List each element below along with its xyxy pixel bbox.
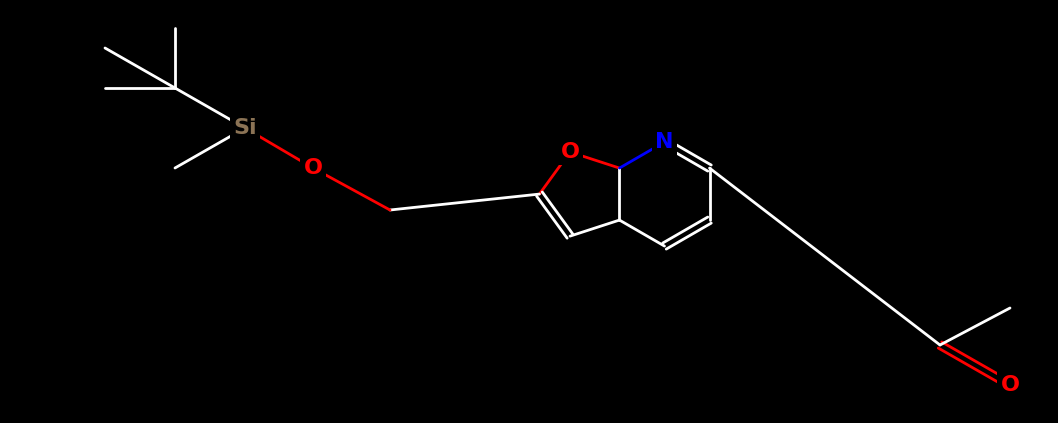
Text: Si: Si: [233, 118, 257, 138]
Text: O: O: [1001, 375, 1020, 395]
Text: O: O: [561, 142, 580, 162]
Text: O: O: [304, 158, 323, 178]
Text: N: N: [655, 132, 674, 152]
